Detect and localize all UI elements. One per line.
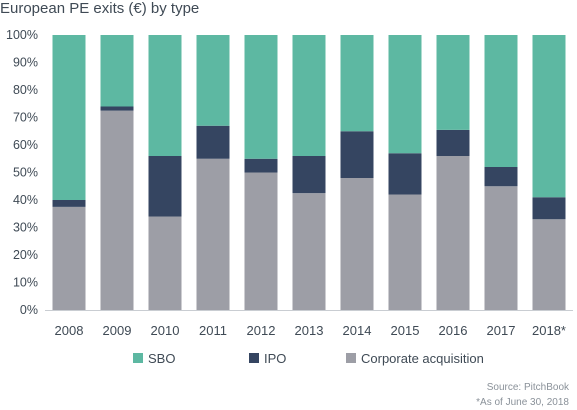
bar-sbo-2015 (388, 35, 422, 154)
bar-sbo-2011 (196, 35, 230, 126)
x-tick-label: 2018* (532, 323, 566, 338)
legend-swatch-corporate-acquisition (346, 353, 356, 363)
bar-corporate-acquisition-2009 (100, 110, 134, 310)
bar-corporate-acquisition-2015 (388, 194, 422, 310)
bar-corporate-acquisition-2008 (52, 206, 86, 310)
x-tick-label: 2014 (343, 323, 372, 338)
bar-corporate-acquisition-2018 (532, 219, 566, 310)
bar-ipo-2016 (436, 129, 470, 156)
bar-ipo-2008 (52, 200, 86, 207)
y-tick-label: 10% (13, 276, 38, 290)
bar-corporate-acquisition-2017 (484, 186, 518, 310)
x-tick-label: 2017 (487, 323, 516, 338)
bar-ipo-2015 (388, 153, 422, 195)
bar-sbo-2012 (244, 35, 278, 159)
bar-ipo-2014 (340, 131, 374, 178)
y-tick-label: 20% (13, 248, 38, 262)
y-tick-label: 0% (20, 303, 38, 317)
bar-sbo-2008 (52, 35, 86, 200)
x-tick-label: 2010 (151, 323, 180, 338)
bar-ipo-2017 (484, 167, 518, 187)
bar-ipo-2013 (292, 156, 326, 194)
y-tick-label: 60% (13, 138, 38, 152)
bar-sbo-2010 (148, 35, 182, 156)
bar-sbo-2016 (436, 35, 470, 130)
legend-swatch-ipo (249, 353, 259, 363)
bar-sbo-2017 (484, 35, 518, 167)
bar-sbo-2018 (532, 35, 566, 198)
bar-ipo-2018 (532, 197, 566, 220)
chart-title: European PE exits (€) by type (0, 0, 200, 17)
bar-ipo-2010 (148, 156, 182, 217)
bar-corporate-acquisition-2012 (244, 172, 278, 310)
legend-label-sbo: SBO (148, 351, 175, 366)
date-footnote: *As of June 30, 2018 (476, 397, 569, 408)
bar-sbo-2014 (340, 35, 374, 132)
bar-corporate-acquisition-2013 (292, 193, 326, 310)
x-tick-label: 2012 (247, 323, 276, 338)
y-tick-label: 40% (13, 193, 38, 207)
bar-ipo-2009 (100, 106, 134, 111)
bar-sbo-2009 (100, 35, 134, 107)
legend-label-corporate-acquisition: Corporate acquisition (361, 351, 484, 366)
y-tick-label: 90% (13, 56, 38, 70)
x-tick-label: 2008 (55, 323, 84, 338)
x-tick-label: 2015 (391, 323, 420, 338)
bar-corporate-acquisition-2014 (340, 178, 374, 310)
bar-ipo-2012 (244, 158, 278, 173)
x-tick-label: 2013 (295, 323, 324, 338)
y-tick-label: 50% (13, 166, 38, 180)
legend-swatch-sbo (133, 353, 143, 363)
x-tick-label: 2016 (439, 323, 468, 338)
y-tick-label: 100% (6, 28, 38, 42)
legend-label-ipo: IPO (264, 351, 286, 366)
bar-corporate-acquisition-2011 (196, 158, 230, 310)
bar-corporate-acquisition-2010 (148, 216, 182, 310)
x-tick-label: 2009 (103, 323, 132, 338)
y-tick-label: 70% (13, 111, 38, 125)
bar-corporate-acquisition-2016 (436, 156, 470, 310)
source-note: Source: PitchBook (486, 382, 569, 393)
y-tick-label: 80% (13, 83, 38, 97)
bar-ipo-2011 (196, 125, 230, 159)
bar-sbo-2013 (292, 35, 326, 156)
x-tick-label: 2011 (199, 323, 227, 338)
y-tick-label: 30% (13, 221, 38, 235)
